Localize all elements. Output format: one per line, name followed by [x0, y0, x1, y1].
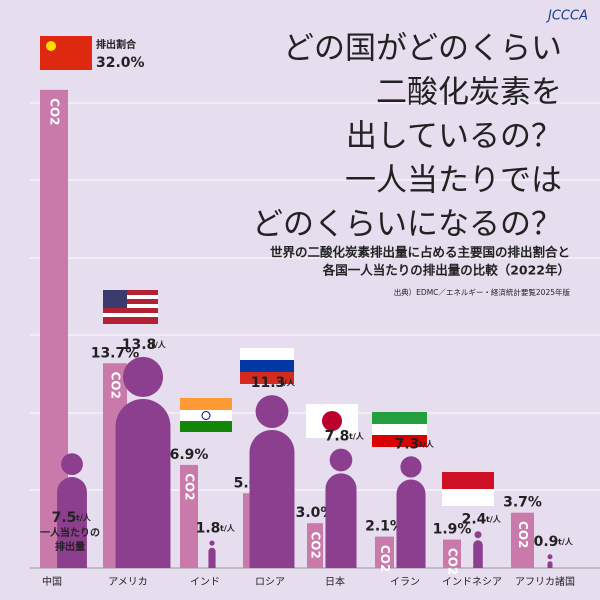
- share-value-label: 13.7%: [91, 345, 140, 361]
- title-line: どのくらいになるの？: [252, 207, 562, 243]
- per-capita-unit: t/人: [349, 431, 365, 441]
- category-label: 日本: [325, 575, 345, 588]
- bar: [375, 536, 394, 568]
- category-label: 中国: [42, 575, 62, 588]
- title-line: 出しているの？: [346, 119, 562, 155]
- flag-iran: [372, 435, 427, 447]
- per-capita-figure: [473, 531, 483, 568]
- per-capita-figure: [249, 395, 295, 568]
- category-label: ロシア: [255, 577, 285, 588]
- flag-russia: [240, 360, 294, 372]
- per-capita-value-label: 2.4: [462, 511, 487, 527]
- flag-russia: [240, 372, 294, 384]
- flag-iran: [372, 412, 427, 424]
- per-capita-unit: t/人: [419, 439, 435, 449]
- share-value-label: 3.7%: [503, 495, 542, 511]
- bar: [180, 464, 198, 568]
- per-capita-value-label: 0.9: [534, 534, 559, 550]
- bar: [511, 512, 534, 568]
- per-capita-unit: t/人: [280, 378, 296, 388]
- flag-indonesia: [442, 489, 494, 506]
- category-label: インドネシア: [442, 576, 502, 588]
- share-value-label: 6.9%: [170, 447, 209, 463]
- category-label: アフリカ諸国: [515, 575, 575, 588]
- flag-china: [40, 36, 92, 70]
- bar: [443, 539, 461, 568]
- per-capita-figure: [115, 356, 171, 568]
- per-capita-figure: [57, 453, 87, 568]
- per-capita-figure: [208, 540, 216, 568]
- per-capita-value-label: 7.5: [52, 510, 77, 526]
- share-value-label: 2.1%: [365, 519, 404, 535]
- subtitle-line: 世界の二酸化炭素排出量に占める主要国の排出割合と: [270, 245, 570, 260]
- title-line: 一人当たりでは: [345, 163, 562, 199]
- per-capita-label: 一人当たりの: [40, 526, 100, 539]
- category-label: アメリカ: [108, 576, 148, 588]
- per-capita-unit: t/人: [558, 537, 574, 547]
- category-label: インド: [190, 577, 220, 588]
- flag-india: [180, 410, 232, 421]
- flag-stripe: [103, 295, 158, 299]
- per-capita-value-label: 11.3: [251, 375, 286, 391]
- bar-text: CO2: [183, 473, 197, 500]
- source: 出典）EDMC／エネルギー・経済統計要覧2025年版: [394, 287, 571, 297]
- share-label: 排出割合: [96, 38, 137, 51]
- per-capita-unit: t/人: [486, 514, 502, 524]
- bar-text: CO2: [446, 548, 460, 575]
- per-capita-figure: [325, 448, 357, 568]
- per-capita-label: 排出量: [55, 540, 85, 553]
- bar-text: CO2: [109, 372, 123, 399]
- per-capita-value-label: 7.8: [325, 429, 350, 445]
- title-line: どの国がどのくらい: [283, 31, 562, 67]
- per-capita-unit: t/人: [151, 339, 167, 349]
- flag-russia: [240, 348, 294, 360]
- bar-text: CO2: [48, 98, 62, 125]
- flag-stripe: [103, 304, 158, 308]
- logo: JCCCA: [545, 9, 588, 24]
- bar-text: CO2: [516, 521, 530, 548]
- flag-iran: [372, 424, 427, 435]
- flag-stripe: [103, 313, 158, 317]
- bar-text: CO2: [378, 545, 392, 572]
- share-value-label: 3.0%: [296, 505, 335, 521]
- flag-india: [180, 421, 232, 432]
- per-capita-figure: [547, 554, 553, 568]
- share-value-label: 1.9%: [433, 522, 472, 538]
- per-capita-value-label: 1.8: [196, 520, 221, 536]
- flag-wheel: [201, 411, 211, 420]
- per-capita-unit: t/人: [220, 523, 236, 533]
- flag-indonesia: [442, 472, 494, 489]
- flag-star: [46, 41, 56, 51]
- per-capita-unit: t/人: [76, 513, 92, 523]
- flags: [40, 36, 494, 506]
- category-label: イラン: [390, 576, 420, 588]
- bar: [307, 523, 323, 568]
- bar-text: CO2: [309, 531, 323, 558]
- subtitle-line: 各国一人当たりの排出量の比較（2022年）: [322, 263, 570, 278]
- flag-canton: [103, 290, 127, 308]
- flag-india: [180, 398, 232, 410]
- share-value-label: 32.0%: [96, 55, 145, 71]
- per-capita-value-label: 13.8: [122, 337, 157, 353]
- flag-sun: [322, 411, 342, 431]
- title-line: 二酸化炭素を: [376, 75, 562, 111]
- per-capita-figure: [396, 456, 426, 568]
- per-capita-value-label: 7.3: [395, 436, 420, 452]
